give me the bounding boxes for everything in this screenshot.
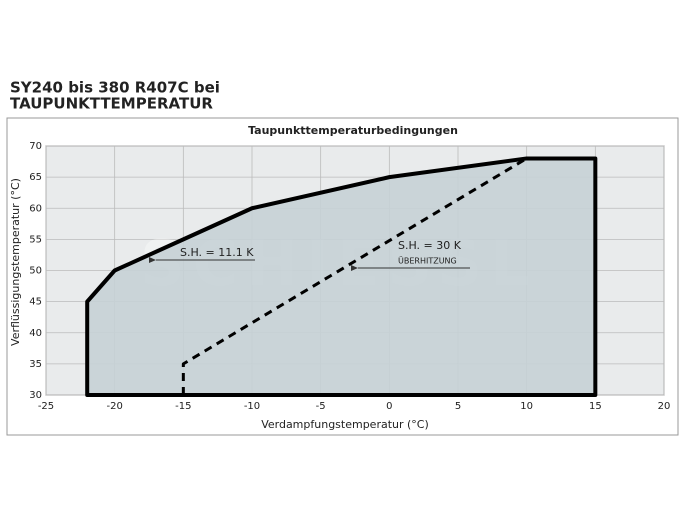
y-tick-label: 70 — [29, 141, 42, 152]
x-tick-label: 0 — [386, 401, 392, 412]
y-tick-label: 35 — [29, 359, 42, 370]
y-tick-label: 30 — [29, 390, 42, 401]
annotation: S.H. = 11.1 K — [180, 246, 254, 259]
plot-title: Taupunkttemperaturbedingungen — [248, 124, 458, 137]
envelope — [85, 156, 598, 397]
y-axis-label: Verflüssigungstemperatur (°C) — [9, 178, 22, 346]
chart-subtitle: TAUPUNKTTEMPERATUR — [10, 95, 213, 113]
y-tick-label: 60 — [29, 203, 42, 214]
x-tick-label: -25 — [38, 401, 54, 412]
x-tick-label: -15 — [175, 401, 191, 412]
x-tick-label: 20 — [658, 401, 671, 412]
y-tick-label: 40 — [29, 328, 42, 339]
y-tick-label: 55 — [29, 234, 42, 245]
superheat-line — [181, 157, 528, 395]
x-tick-label: -20 — [106, 401, 122, 412]
chart-title: SY240 bis 380 R407C bei — [10, 79, 220, 97]
x-tick-label: -10 — [244, 401, 260, 412]
y-tick-label: 65 — [29, 172, 42, 183]
annotation-subtext: ÜBERHITZUNG — [398, 256, 457, 266]
x-tick-label: 5 — [455, 401, 461, 412]
y-tick-label: 50 — [29, 266, 42, 277]
x-tick-label: 15 — [589, 401, 602, 412]
annotation: S.H. = 30 K — [398, 239, 462, 252]
y-tick-label: 45 — [29, 297, 42, 308]
x-tick-label: 10 — [520, 401, 533, 412]
x-axis-label: Verdampfungstemperatur (°C) — [261, 418, 429, 431]
x-tick-label: -5 — [316, 401, 326, 412]
